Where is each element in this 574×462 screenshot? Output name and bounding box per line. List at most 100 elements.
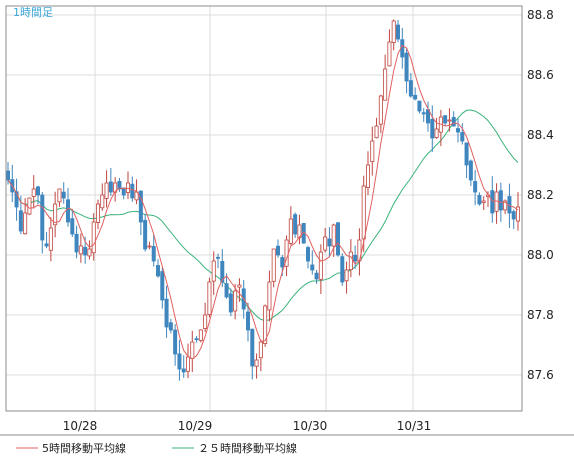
ma25-line [7,109,519,322]
candle-body [96,203,101,223]
candle-body [160,271,165,301]
candle-body [477,195,482,205]
y-tick-label: 88.0 [527,248,554,262]
candle-body [473,181,478,193]
x-tick-label: 10/28 [63,419,98,433]
candle-body [370,140,375,163]
candle-body [130,183,135,199]
candle-body [74,233,79,253]
y-tick-label: 88.8 [527,8,554,22]
candle-body [44,243,49,247]
candle-body [143,219,148,250]
x-tick-label: 10/30 [293,419,328,433]
candle-body [263,305,268,344]
candle-body [318,251,323,280]
candle-body [250,328,255,367]
candle-body [464,142,469,166]
candle-body [23,212,28,235]
candle-body [417,100,422,112]
candle-body [27,197,32,215]
candle-body [108,181,113,193]
y-tick-label: 87.6 [527,368,554,382]
candle-body [511,211,516,220]
legend-label: 5時間移動平均線 [42,441,126,455]
candle-body [198,329,203,341]
candle-body [408,80,413,97]
candle-body [451,116,456,127]
candle-body [365,164,370,188]
candle-body [430,118,435,139]
candle-body [190,341,195,359]
candle-body [335,222,340,256]
ma25-path [7,109,519,322]
candle-body [194,338,199,341]
candle-body [331,224,336,247]
candle-body [237,284,242,288]
candle-body [155,265,160,277]
legend: 5時間移動平均線 ２５時間移動平均線 [16,441,297,455]
candle-body [36,186,41,196]
candle-body [48,227,53,251]
candle-body [258,341,263,359]
candle-body [275,245,280,256]
candle-body [83,246,88,256]
candle-body [104,182,109,199]
x-tick-label: 10/31 [397,419,432,433]
candle-body [503,200,508,211]
candle-body [395,24,400,40]
candle-body [383,68,388,101]
candle-body [323,236,328,251]
x-axis-ticks: 10/28 10/29 10/30 10/31 [63,419,432,433]
candle-body [14,191,19,208]
candle-body [348,251,353,271]
candle-body [327,238,332,247]
candle-body [481,200,486,203]
candle-body [91,221,96,254]
candle-body [421,112,426,115]
candle-body [387,41,392,67]
candle-body [6,170,11,181]
plot-frame [5,5,523,412]
candle-body [70,218,75,235]
candle-body [314,272,319,280]
candle-body [138,190,143,223]
candle-body [288,218,293,244]
candle-body [121,187,126,196]
candle-body [340,256,345,283]
candle-body [233,290,238,312]
candle-body [245,311,250,331]
candle-body [147,245,152,248]
candle-body [215,256,220,259]
y-tick-label: 88.4 [527,128,554,142]
candle-body [455,128,460,133]
candle-body [220,261,225,283]
legend-label: ２５時間移動平均線 [198,441,297,455]
candle-body [40,194,45,241]
candle-body [53,203,58,226]
candle-body [293,214,298,235]
candle-body [164,298,169,328]
candle-body [498,190,503,211]
candle-body [126,182,131,193]
candle-body [413,94,418,100]
candle-body [378,95,383,125]
candle-body [310,264,315,271]
chart-title: 1時間足 [13,6,53,19]
candle-body [177,353,182,370]
candle-body [173,329,178,355]
candle-body [516,206,521,222]
y-tick-label: 88.2 [527,188,554,202]
candle-body [404,52,409,82]
candle-body [228,293,233,313]
candle-body [391,20,396,43]
candle-body [447,119,452,122]
candle-body [168,322,173,331]
candle-body [207,281,212,315]
candle-body [185,356,190,372]
ma5-line [7,44,519,360]
candle-body [224,283,229,298]
candle-body [374,125,379,139]
candle-body [181,368,186,373]
